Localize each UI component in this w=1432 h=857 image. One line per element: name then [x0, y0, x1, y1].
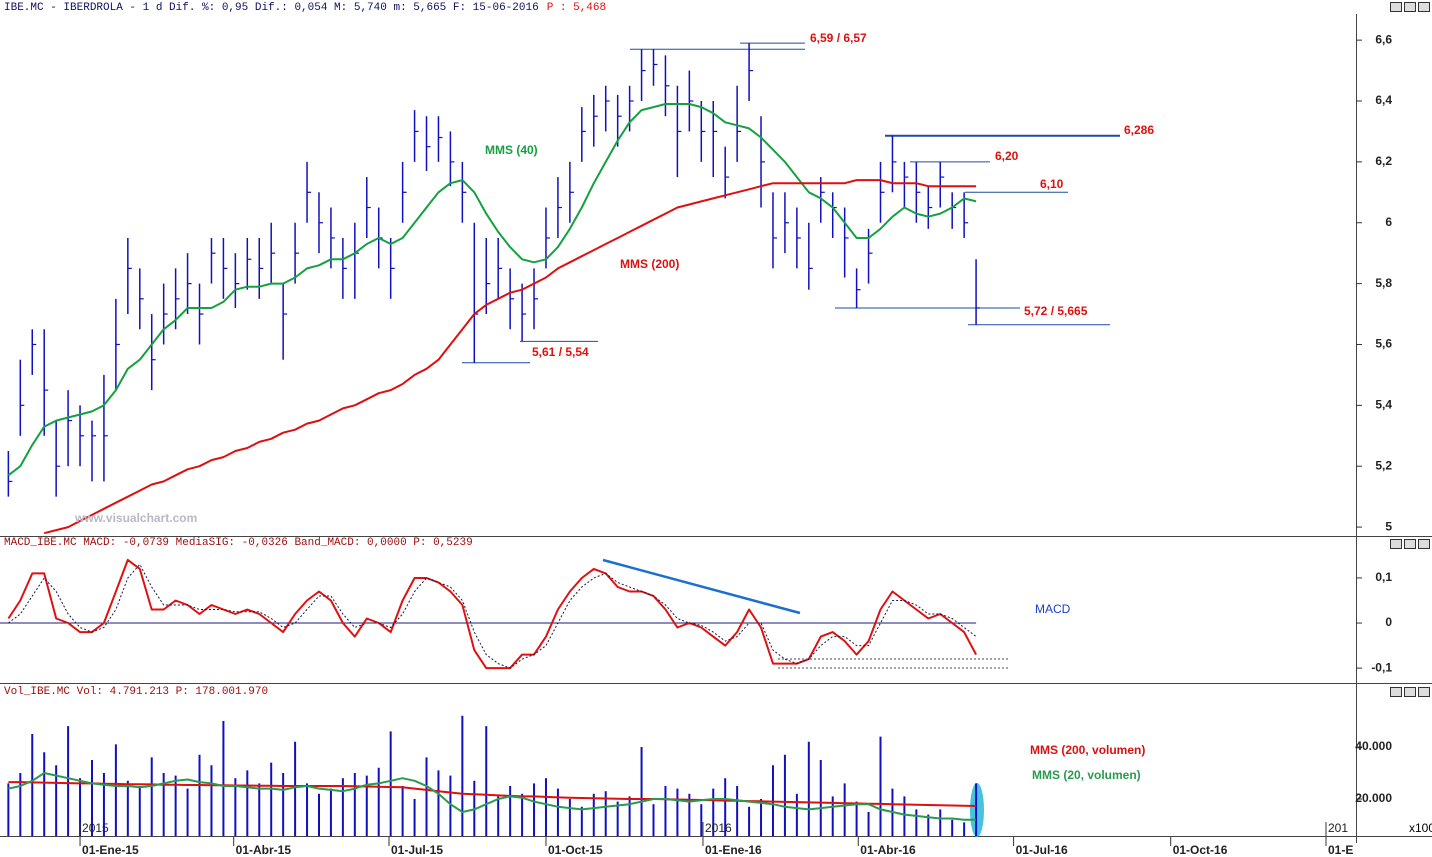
series-line [7, 558, 977, 670]
x-tick-label: 01-Oct-16 [1173, 843, 1228, 857]
series-label: MMS (200, volumen) [1030, 743, 1145, 757]
x-tick-label: 01-Oct-15 [548, 843, 603, 857]
window-button[interactable] [1404, 687, 1416, 697]
y-tick-label: 5,6 [1375, 337, 1392, 351]
panel-header: Vol_IBE.MC Vol: 4.791.213 P: 178.001.970 [4, 686, 268, 698]
frame [0, 14, 1432, 843]
y-tick-label: 6,6 [1375, 32, 1392, 46]
y-tick-label: 5,2 [1375, 458, 1392, 472]
panel [7, 715, 978, 836]
series-line [8, 781, 977, 807]
x-tick-label: 01-Ene-16 [705, 843, 762, 857]
y-tick-label: 6,2 [1375, 154, 1392, 168]
y-tick-label: 5,8 [1375, 276, 1392, 290]
window-button[interactable] [1418, 2, 1430, 12]
year-label: 2015 [82, 821, 109, 835]
y-tick-label: 6 [1385, 215, 1392, 229]
x-tick-label: 01-Abr-16 [860, 843, 916, 857]
series-label: MMS (20, volumen) [1032, 768, 1141, 782]
y-tick-label: 40.000 [1355, 739, 1392, 753]
window-button[interactable] [1404, 539, 1416, 549]
y-tick-label: 5 [1385, 519, 1392, 533]
y-tick-label: 0,1 [1375, 570, 1392, 584]
series-label: MMS (200) [620, 257, 679, 271]
x-tick-label: 01-Abr-15 [236, 843, 292, 857]
unit-label: x1000 [1409, 821, 1432, 835]
level-label: 6,20 [995, 149, 1019, 163]
y-tick-label: 20.000 [1355, 791, 1392, 805]
y-tick-label: -0,1 [1371, 660, 1392, 674]
level-label: 5,72 / 5,665 [1024, 304, 1088, 318]
panel-header: IBE.MC - IBERDROLA - 1 d Dif. %: 0,95 Di… [4, 2, 539, 14]
x-tick-label: 01-E [1328, 843, 1353, 857]
series-label: MACD [1035, 602, 1071, 616]
series-line [8, 563, 977, 669]
window-button[interactable] [1390, 687, 1402, 697]
x-tick-label: 01-Jul-15 [391, 843, 443, 857]
series-line [8, 772, 977, 821]
window-button[interactable] [1418, 539, 1430, 549]
y-tick-label: 0 [1385, 615, 1392, 629]
year-label: 201 [1328, 821, 1348, 835]
trend-line [602, 558, 801, 615]
window-button[interactable] [1390, 539, 1402, 549]
x-tick-label: 01-Ene-15 [82, 843, 139, 857]
window-button[interactable] [1390, 2, 1402, 12]
level-label: 6,59 / 6,57 [810, 31, 867, 45]
year-label: 2016 [705, 821, 732, 835]
level-label: 6,286 [1124, 123, 1154, 137]
panel [7, 42, 1120, 535]
y-tick-label: 6,4 [1375, 93, 1392, 107]
window-button[interactable] [1418, 687, 1430, 697]
last-price: P : 5,468 [547, 2, 606, 14]
series-line [43, 179, 977, 535]
watermark: www.visualchart.com [74, 511, 197, 525]
y-tick-label: 5,4 [1375, 398, 1392, 412]
series-label: MMS (40) [485, 143, 538, 157]
panel-header: MACD_IBE.MC MACD: -0,0739 MediaSIG: -0,0… [4, 537, 473, 549]
level-label: 5,61 / 5,54 [532, 345, 589, 359]
level-label: 6,10 [1040, 177, 1064, 191]
window-buttons [1390, 2, 1430, 697]
x-tick-label: 01-Jul-16 [1016, 843, 1068, 857]
panel [0, 558, 977, 670]
series-line [7, 103, 977, 477]
window-button[interactable] [1404, 2, 1416, 12]
